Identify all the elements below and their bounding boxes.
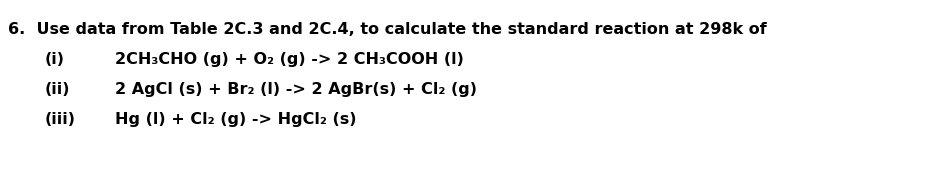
Text: (iii): (iii) <box>45 112 76 127</box>
Text: 2 AgCl (s) + Br₂ (l) -> 2 AgBr(s) + Cl₂ (g): 2 AgCl (s) + Br₂ (l) -> 2 AgBr(s) + Cl₂ … <box>115 82 477 97</box>
Text: (i): (i) <box>45 52 65 67</box>
Text: (ii): (ii) <box>45 82 71 97</box>
Text: 2CH₃CHO (g) + O₂ (g) -> 2 CH₃COOH (l): 2CH₃CHO (g) + O₂ (g) -> 2 CH₃COOH (l) <box>115 52 463 67</box>
Text: Hg (l) + Cl₂ (g) -> HgCl₂ (s): Hg (l) + Cl₂ (g) -> HgCl₂ (s) <box>115 112 356 127</box>
Text: 6.  Use data from Table 2C.3 and 2C.4, to calculate the standard reaction at 298: 6. Use data from Table 2C.3 and 2C.4, to… <box>8 22 767 37</box>
